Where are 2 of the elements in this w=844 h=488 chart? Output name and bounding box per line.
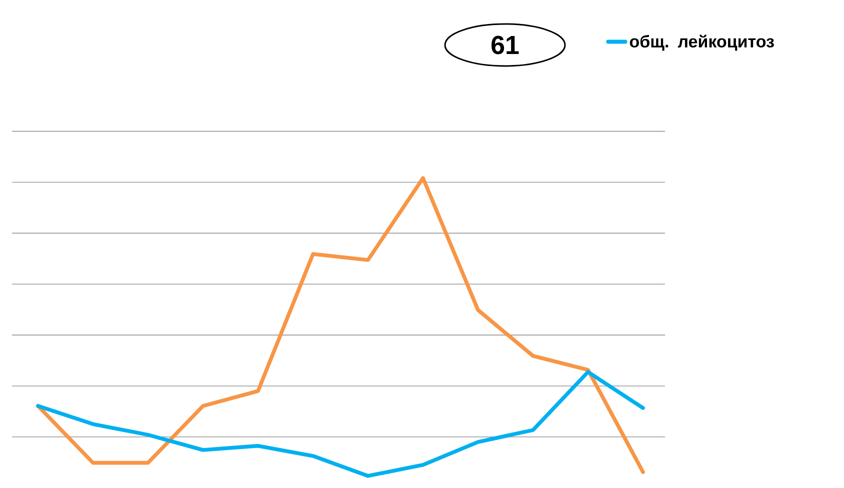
text: 61 <box>492 36 519 54</box>
legend-label: общ. лейкоцитоз <box>630 34 774 51</box>
